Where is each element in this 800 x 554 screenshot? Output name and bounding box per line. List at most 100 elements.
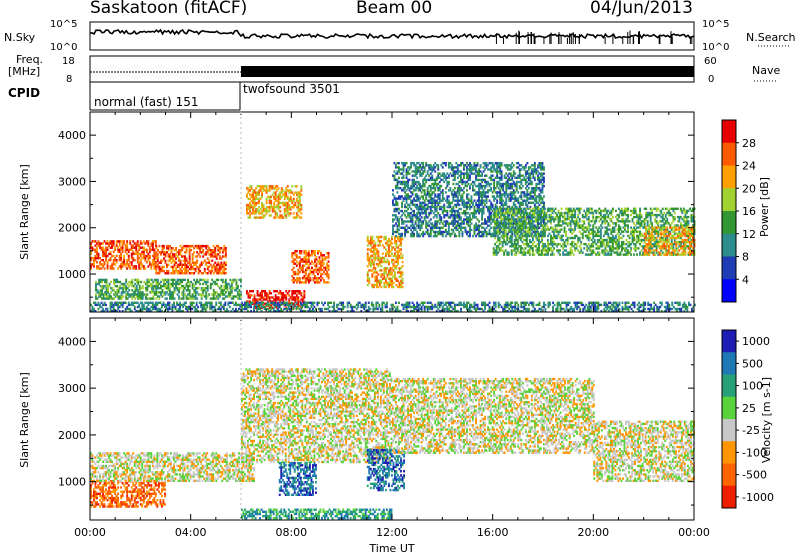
echo-cell bbox=[420, 216, 423, 219]
echo-cell bbox=[98, 280, 100, 284]
echo-cell bbox=[230, 297, 233, 300]
echo-cell bbox=[452, 193, 455, 196]
echo-cell bbox=[506, 178, 509, 182]
echo-cell bbox=[107, 284, 109, 288]
echo-cell bbox=[446, 220, 449, 223]
echo-cell bbox=[256, 292, 259, 295]
echo-cell bbox=[441, 174, 444, 177]
echo-cell bbox=[405, 182, 408, 186]
echo-cell bbox=[428, 214, 431, 217]
echo-cell bbox=[435, 199, 438, 202]
echo-cell bbox=[129, 242, 132, 245]
echo-cell bbox=[404, 205, 406, 209]
echo-cell bbox=[128, 293, 131, 296]
echo-cell bbox=[435, 224, 438, 227]
echo-cell bbox=[504, 234, 507, 238]
echo-cell bbox=[230, 284, 233, 288]
echo-cell bbox=[530, 245, 533, 248]
echo-cell bbox=[372, 250, 375, 253]
echo-cell bbox=[314, 258, 316, 261]
echo-cell bbox=[176, 278, 179, 282]
echo-cell bbox=[539, 232, 542, 235]
echo-cell bbox=[321, 260, 324, 263]
echo-cell bbox=[188, 284, 191, 288]
echo-cell bbox=[395, 187, 397, 190]
echo-cell bbox=[116, 295, 119, 298]
echo-cell bbox=[393, 230, 396, 234]
echo-cell bbox=[262, 214, 265, 217]
echo-cell bbox=[323, 281, 325, 284]
echo-cell bbox=[297, 199, 300, 203]
echo-cell bbox=[497, 164, 500, 167]
echo-cell bbox=[146, 282, 149, 286]
echo-cell bbox=[456, 170, 459, 173]
echo-cell bbox=[206, 249, 209, 252]
echo-cell bbox=[509, 178, 512, 182]
echo-cell bbox=[545, 245, 548, 248]
echo-cell bbox=[280, 298, 283, 301]
echo-cell bbox=[481, 203, 483, 207]
echo-cell bbox=[497, 166, 500, 169]
echo-cell bbox=[446, 182, 449, 186]
echo-cell bbox=[416, 168, 419, 171]
echo-cell bbox=[274, 216, 277, 219]
echo-cell bbox=[321, 277, 324, 280]
echo-cell bbox=[298, 191, 301, 194]
echo-cell bbox=[135, 250, 138, 254]
echo-cell bbox=[292, 292, 295, 295]
echo-cell bbox=[185, 251, 188, 254]
echo-cell bbox=[401, 172, 403, 175]
echo-cell bbox=[536, 228, 539, 231]
echo-cell bbox=[503, 218, 506, 221]
echo-cell bbox=[425, 224, 428, 227]
echo-cell bbox=[476, 218, 479, 221]
echo-cell bbox=[408, 203, 411, 207]
echo-cell bbox=[426, 187, 429, 190]
echo-cell bbox=[167, 272, 170, 275]
echo-cell bbox=[498, 243, 501, 246]
echo-cell bbox=[422, 184, 425, 188]
echo-cell bbox=[155, 272, 158, 275]
echo-cell bbox=[500, 164, 503, 167]
echo-cell bbox=[550, 222, 552, 225]
echo-cell bbox=[158, 267, 161, 271]
echo-cell bbox=[264, 294, 267, 297]
echo-cell bbox=[127, 263, 130, 266]
echo-cell bbox=[185, 263, 188, 266]
echo-cell bbox=[543, 218, 545, 221]
echo-cell bbox=[268, 206, 271, 209]
echo-cell bbox=[478, 195, 480, 198]
echo-cell bbox=[416, 234, 419, 238]
echo-cell bbox=[194, 244, 197, 248]
echo-cell bbox=[401, 218, 403, 221]
echo-cell bbox=[529, 182, 532, 186]
echo-cell bbox=[472, 216, 474, 219]
echo-cell bbox=[529, 216, 532, 219]
echo-cell bbox=[317, 277, 319, 280]
echo-cell bbox=[520, 191, 523, 194]
echo-cell bbox=[548, 247, 551, 250]
echo-cell bbox=[99, 263, 101, 266]
echo-cell bbox=[488, 199, 491, 202]
echo-cell bbox=[497, 230, 500, 233]
echo-cell bbox=[493, 187, 496, 190]
echo-cell bbox=[502, 232, 505, 236]
echo-cell bbox=[509, 193, 512, 196]
echo-cell bbox=[259, 296, 262, 299]
echo-cell bbox=[426, 172, 429, 175]
echo-cell bbox=[536, 243, 539, 246]
echo-cell bbox=[411, 216, 414, 219]
echo-cell bbox=[507, 215, 510, 219]
echo-cell bbox=[473, 228, 476, 232]
echo-cell bbox=[529, 191, 532, 194]
echo-cell bbox=[297, 268, 300, 272]
echo-cell bbox=[556, 224, 558, 227]
echo-cell bbox=[535, 184, 538, 188]
echo-cell bbox=[527, 220, 530, 223]
echo-cell bbox=[137, 282, 140, 286]
echo-cell bbox=[273, 203, 276, 207]
echo-cell bbox=[374, 256, 377, 260]
echo-cell bbox=[160, 267, 162, 271]
echo-cell bbox=[559, 253, 561, 256]
echo-cell bbox=[218, 269, 221, 273]
